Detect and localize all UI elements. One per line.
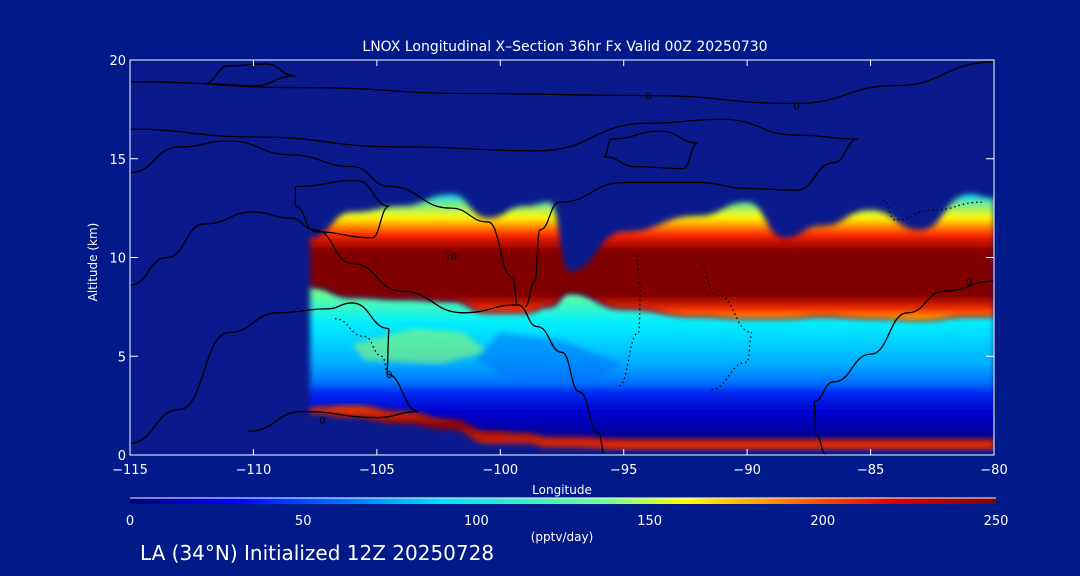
colorbar-tick-label: 0 — [126, 514, 134, 529]
contour-labels: 0 0 10 0 0 0 — [319, 92, 972, 427]
x-axis-label: Longitude — [532, 483, 592, 497]
contour-line-negative — [334, 318, 390, 377]
x-tick-label: −115 — [112, 463, 148, 478]
x-tick-label: −80 — [980, 463, 1007, 478]
colorbar-ticks: 0 50 100 150 200 250 — [126, 514, 1009, 529]
contour-label: 0 — [386, 370, 392, 381]
x-tick-label: −90 — [733, 463, 760, 478]
contour-line — [294, 179, 390, 239]
contour-line — [813, 280, 994, 455]
contour-line-negative — [697, 260, 753, 391]
y-tick-label: 5 — [118, 350, 126, 365]
mid-band-low-pocket — [475, 332, 624, 384]
y-axis-label: Altitude (km) — [86, 223, 100, 302]
contour-line — [130, 140, 519, 306]
contour-label: 10 — [445, 252, 458, 263]
contour-label: 0 — [966, 277, 972, 288]
y-tick-label: 15 — [109, 153, 126, 168]
x-tick-label: −95 — [610, 463, 637, 478]
contour-label: 0 — [319, 415, 325, 426]
contour-line — [130, 302, 419, 444]
contour-line — [130, 211, 605, 454]
mid-band-highlight — [352, 328, 488, 365]
x-axis: −115 −110 −105 −100 −95 −90 −85 −80 — [112, 60, 1008, 478]
x-tick-label: −110 — [236, 463, 272, 478]
y-tick-label: 20 — [109, 54, 126, 69]
y-tick-label: 0 — [118, 449, 126, 464]
colorbar-label: (pptv/day) — [531, 530, 594, 544]
contour-line — [130, 61, 994, 105]
y-tick-label: 10 — [109, 252, 126, 267]
colorbar-tick-label: 150 — [637, 514, 662, 529]
y-axis: 0 5 10 15 20 — [109, 54, 994, 464]
x-tick-label: −105 — [359, 463, 395, 478]
upper-concentration-band — [310, 194, 994, 321]
colorbar-tick-label: 50 — [295, 514, 312, 529]
initialization-caption: LA (34°N) Initialized 12Z 20250728 — [140, 541, 495, 565]
colorbar-tick-label: 200 — [810, 514, 835, 529]
colorbar-tick-label: 250 — [984, 514, 1009, 529]
x-tick-label: −85 — [857, 463, 884, 478]
contour-line — [203, 63, 296, 87]
x-tick-label: −100 — [482, 463, 518, 478]
surface-concentration-band — [310, 405, 994, 450]
low-concentration-band — [310, 383, 994, 440]
contour-line — [603, 130, 699, 170]
contour-line — [130, 118, 859, 308]
colorbar — [130, 498, 996, 504]
field-layers: 0 0 10 0 0 0 — [130, 61, 994, 455]
contour-line-negative — [618, 254, 642, 387]
chart-title: LNOX Longitudinal X–Section 36hr Fx Vali… — [362, 39, 767, 55]
contour-label: 0 — [793, 101, 799, 112]
contour-lines — [130, 61, 994, 455]
colorbar-tick-label: 100 — [464, 514, 489, 529]
contour-label: 0 — [645, 92, 651, 103]
